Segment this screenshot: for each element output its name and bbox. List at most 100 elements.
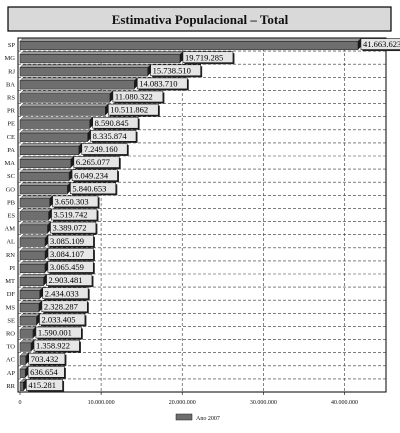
- bar-top-face: [19, 156, 75, 160]
- value-label: 2.434.033: [45, 288, 79, 298]
- bar: [19, 355, 26, 365]
- value-label: 3.389.072: [52, 223, 86, 233]
- value-label: 19.719.285: [185, 52, 223, 62]
- bar-top-face: [19, 64, 152, 68]
- category-label: MS: [6, 304, 16, 311]
- bar-top-face: [19, 260, 49, 265]
- value-label-box: [33, 339, 80, 352]
- value-label-box: [35, 326, 82, 339]
- bar-top-face: [19, 182, 71, 186]
- bar: [19, 132, 88, 142]
- value-label: 7.249.160: [84, 144, 118, 154]
- category-label: PE: [7, 121, 15, 128]
- bar: [19, 263, 46, 273]
- category-label: MG: [5, 55, 16, 62]
- value-label: 3.084.107: [50, 249, 84, 259]
- value-label-box: [47, 248, 94, 260]
- bar-side-face: [31, 339, 35, 352]
- bar: [19, 237, 46, 247]
- bar-side-face: [25, 366, 29, 378]
- bar: [19, 250, 46, 260]
- bar: [19, 119, 90, 129]
- value-label: 15.738.510: [153, 65, 191, 75]
- bar: [19, 93, 111, 103]
- value-label: 1.590.001: [38, 328, 72, 338]
- bar: [19, 185, 68, 195]
- bar-side-face: [105, 103, 109, 116]
- value-label-box: [28, 352, 66, 365]
- category-label: RS: [7, 95, 15, 102]
- bar-side-face: [23, 379, 27, 391]
- category-label: DF: [7, 291, 16, 298]
- category-label: ES: [7, 213, 15, 220]
- value-label-box: [136, 77, 188, 90]
- bar: [19, 159, 72, 169]
- bar-top-face: [19, 90, 114, 94]
- value-label-box: [47, 261, 94, 273]
- bar: [19, 145, 80, 155]
- legend: Ano 2007: [175, 413, 220, 422]
- category-label: GO: [6, 186, 16, 193]
- value-label-box: [73, 156, 120, 168]
- value-label: 3.085.109: [50, 236, 84, 246]
- category-label: MT: [5, 278, 15, 285]
- category-label: AL: [6, 239, 15, 246]
- x-tick-label: 20.000.000: [169, 400, 196, 406]
- bar-top-face: [19, 208, 53, 212]
- value-label: 2.033.405: [41, 314, 75, 324]
- value-label-box: [50, 221, 97, 234]
- bar-side-face: [32, 326, 36, 339]
- x-tick-label: 10.000.000: [88, 400, 115, 406]
- bar-top-face: [19, 313, 40, 317]
- value-label-box: [81, 143, 128, 155]
- value-label: 6.049.234: [74, 170, 109, 180]
- value-label-box: [51, 208, 98, 221]
- bar-top-face: [19, 195, 54, 199]
- category-label: AP: [7, 370, 16, 377]
- legend-label: Ano 2007: [196, 416, 220, 422]
- bar-top-face: [19, 103, 109, 108]
- bar-side-face: [48, 208, 52, 221]
- category-label: BA: [6, 81, 15, 88]
- bar-top-face: [19, 38, 362, 42]
- category-label: RR: [6, 383, 15, 390]
- bar-top-face: [19, 77, 138, 81]
- value-label-box: [41, 300, 88, 313]
- title-background: [7, 6, 392, 32]
- value-label: 8.335.874: [93, 131, 128, 141]
- chart-title: Estimativa Populacional – Total: [112, 12, 289, 27]
- bar: [19, 342, 32, 352]
- plot-area: SP 41.663.623 MG 19.719.285 RJ 15.738.510 BA 14…: [5, 37, 400, 406]
- value-label: 415.281: [28, 380, 56, 390]
- value-label-box: [71, 169, 118, 181]
- category-label: SC: [7, 173, 15, 180]
- category-label: SE: [7, 317, 15, 324]
- value-label-box: [70, 182, 117, 195]
- value-label: 3.519.742: [54, 210, 88, 220]
- category-label: RJ: [8, 68, 15, 75]
- category-label: AC: [6, 357, 15, 364]
- bar-top-face: [19, 287, 44, 291]
- value-label: 6.265.077: [76, 157, 110, 167]
- value-label-box: [52, 195, 99, 208]
- bar: [19, 41, 359, 51]
- bar-side-face: [357, 38, 361, 50]
- x-tick-label: 30.000.000: [250, 400, 277, 406]
- category-label: RN: [6, 252, 15, 259]
- value-label: 703.432: [31, 354, 59, 364]
- bar-side-face: [109, 90, 113, 103]
- bar-top-face: [19, 116, 94, 121]
- value-label-box: [47, 234, 94, 247]
- bar-side-face: [38, 300, 42, 313]
- bar-top-face: [19, 234, 49, 239]
- value-label: 636.654: [30, 367, 58, 377]
- x-tick-label: 40.000.000: [331, 400, 358, 406]
- value-label-box: [46, 274, 93, 286]
- bar-top-face: [19, 247, 49, 252]
- value-label-box: [39, 313, 86, 326]
- value-label-box: [182, 51, 234, 63]
- bar-top-face: [19, 169, 73, 173]
- bar-side-face: [67, 182, 71, 195]
- bar-side-face: [147, 64, 151, 77]
